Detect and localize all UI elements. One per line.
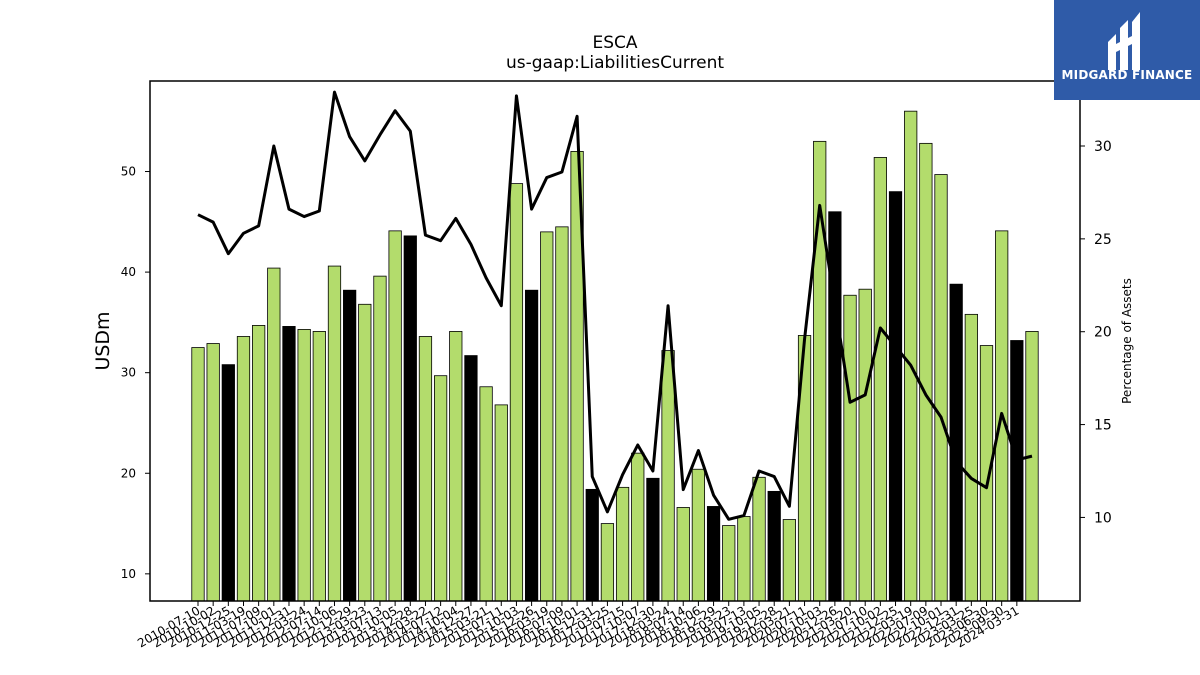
bar (267, 267, 281, 602)
chart-subtitle: us-gaap:LiabilitiesCurrent (506, 53, 724, 73)
bar (403, 235, 417, 602)
bar (722, 525, 736, 602)
bar (706, 506, 721, 602)
y2-tick-label: 15 (1094, 418, 1112, 434)
bar (691, 468, 706, 602)
bar (297, 329, 311, 602)
bar (388, 230, 402, 602)
y-axis-left: 10 20 30 40 50 (121, 165, 150, 581)
y2-tick-label: 30 (1094, 139, 1112, 155)
chart-title: ESCA (592, 33, 637, 53)
bar (191, 347, 205, 602)
bar (418, 336, 433, 602)
bar (509, 183, 524, 602)
y2-axis-label: Percentage of Assets (1120, 278, 1134, 404)
bar-series (191, 110, 1039, 602)
bar (858, 288, 872, 602)
logo-text: MIDGARD FINANCE (1061, 68, 1193, 82)
bar (479, 386, 493, 602)
bar (373, 275, 387, 602)
bar (661, 350, 675, 602)
bar (843, 294, 857, 602)
bar (737, 516, 751, 602)
bar (282, 326, 296, 602)
bar (327, 265, 342, 602)
bar (555, 226, 569, 602)
bar (934, 174, 948, 602)
y-axis-right: 10 15 20 25 30 (1080, 139, 1112, 526)
bar (615, 486, 630, 602)
bar (252, 325, 266, 602)
bar (343, 289, 357, 602)
bar (494, 404, 508, 602)
y2-tick-label: 25 (1094, 232, 1112, 248)
x-axis: 2010-07-102010-10-022010-12-252011-03-19… (135, 601, 1021, 650)
y-tick-label: 30 (121, 366, 136, 380)
bar (464, 355, 478, 602)
y-tick-label: 40 (121, 265, 136, 279)
bar (1010, 340, 1024, 602)
y2-tick-label: 10 (1094, 510, 1112, 526)
bar (676, 507, 690, 602)
y-tick-label: 20 (121, 466, 136, 480)
bar (919, 142, 933, 602)
bar (646, 477, 660, 602)
bar (752, 476, 766, 602)
bar (312, 331, 326, 602)
bar (949, 283, 963, 602)
y-tick-label: 50 (121, 165, 136, 179)
bar (540, 231, 554, 602)
bar (964, 313, 978, 602)
logo-mark-icon (1108, 12, 1140, 70)
bar (631, 452, 645, 602)
bar (1025, 331, 1039, 602)
bar (782, 519, 796, 602)
bar (433, 375, 448, 602)
bar (888, 191, 903, 602)
y-axis-label: USDm (92, 311, 114, 370)
bar (873, 157, 887, 602)
percentage-line (197, 90, 1033, 521)
y2-tick-label: 20 (1094, 325, 1112, 341)
bar (600, 523, 615, 602)
bar (449, 331, 463, 602)
bar (904, 110, 918, 602)
brand-logo: MIDGARD FINANCE (1054, 0, 1200, 100)
y-tick-label: 10 (121, 567, 136, 581)
bar (524, 289, 539, 602)
bar (206, 343, 220, 602)
bar (236, 336, 251, 602)
plot-frame (149, 80, 1081, 602)
bar (585, 488, 599, 602)
bar (358, 303, 372, 602)
bar (767, 490, 781, 602)
bar (221, 364, 235, 602)
